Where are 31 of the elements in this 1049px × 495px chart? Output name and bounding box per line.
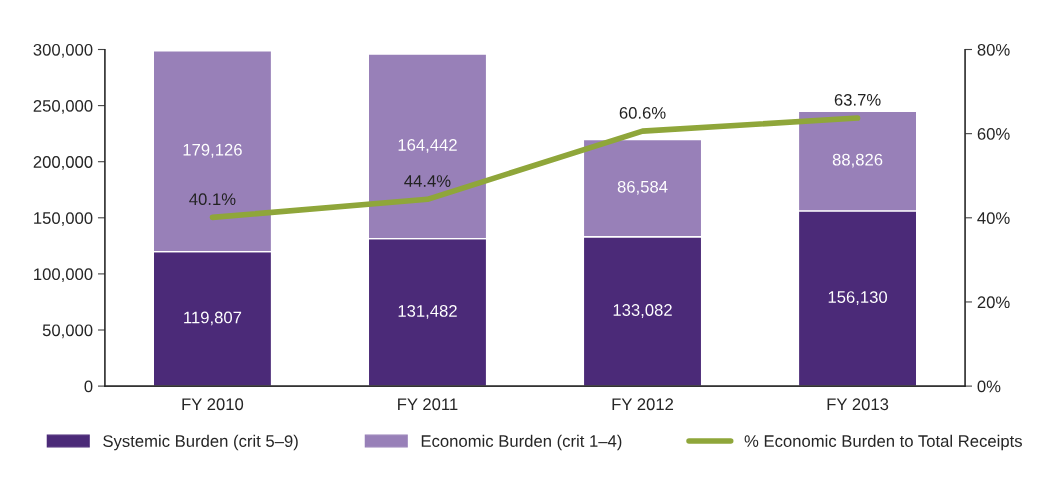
x-tick-label: FY 2010 <box>182 398 244 411</box>
data-label: 133,082 <box>613 304 672 318</box>
y-tick-label: 250,000 <box>33 100 93 114</box>
data-label: 156,130 <box>828 291 888 305</box>
y2-tick-label: 20% <box>977 296 1010 309</box>
x-tick-label: FY 2012 <box>612 398 674 411</box>
y2-tick-label: 40% <box>977 212 1010 224</box>
legend-label: % Economic Burden to Total Receipts <box>744 434 1022 451</box>
data-label: 86,584 <box>617 180 668 195</box>
data-label: 60.6% <box>619 106 666 119</box>
data-label: 88,826 <box>832 153 883 168</box>
y2-tick-label: 0% <box>977 380 1001 393</box>
data-label: 63.7% <box>834 93 881 106</box>
x-tick-label: FY 2011 <box>398 398 458 411</box>
y-tick-label: 50,000 <box>42 324 93 339</box>
data-label: 164,442 <box>398 139 457 153</box>
y-tick-label: 200,000 <box>33 156 93 170</box>
y-tick-label: 300,000 <box>33 43 93 58</box>
y-tick-label: 150,000 <box>34 212 93 226</box>
y2-tick-label: 80% <box>977 43 1010 56</box>
y-tick-label: 100,000 <box>34 268 93 283</box>
legend-label: Economic Burden (crit 1–4) <box>421 434 622 451</box>
data-label: 179,126 <box>183 143 242 158</box>
y2-tick-label: 60% <box>977 128 1010 140</box>
data-label: 131,482 <box>398 305 457 319</box>
data-label: 119,807 <box>184 311 242 326</box>
x-tick-label: FY 2013 <box>827 398 889 411</box>
legend-label: Systemic Burden (crit 5–9) <box>103 434 298 451</box>
y-tick-label: 0 <box>84 380 93 393</box>
data-label: 44.4% <box>404 175 451 187</box>
data-label: 40.1% <box>189 193 236 206</box>
